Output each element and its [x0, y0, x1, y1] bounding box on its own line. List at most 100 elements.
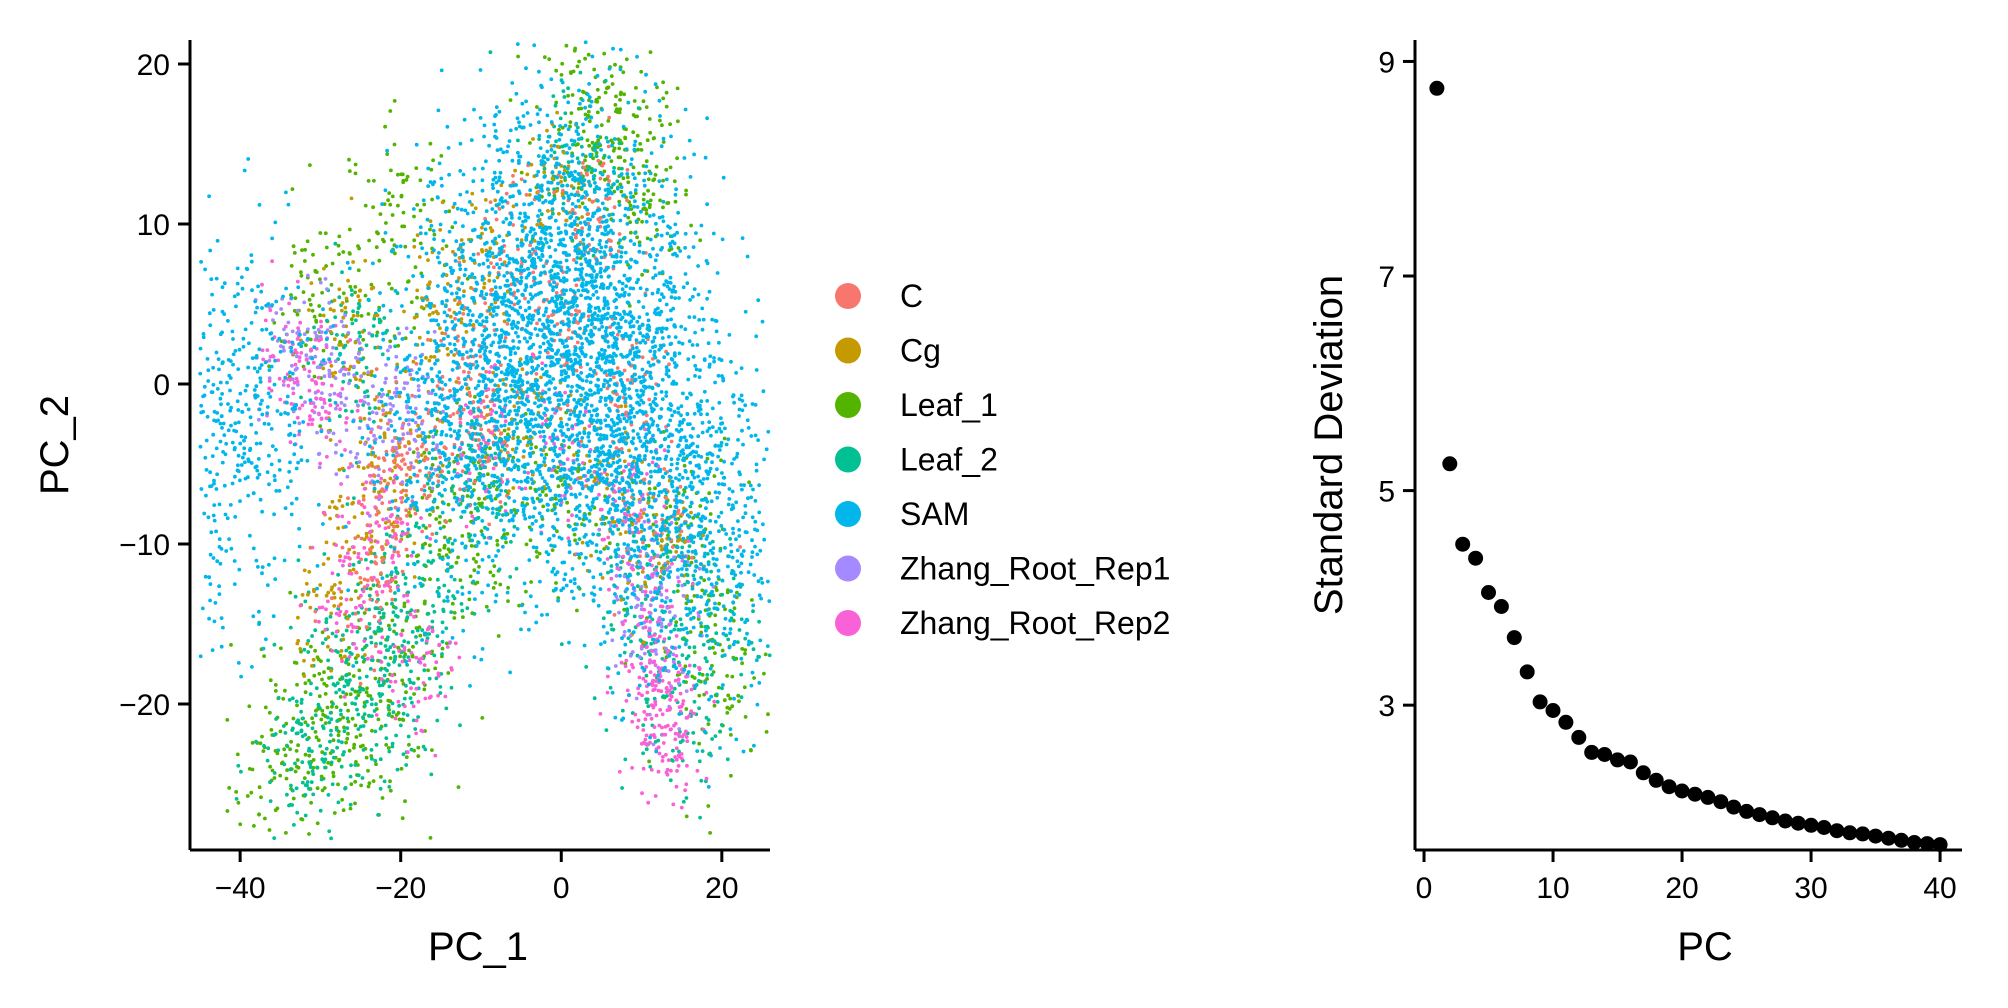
- pca-point: [306, 650, 311, 654]
- pca-point: [347, 547, 352, 552]
- pca-point: [354, 605, 358, 610]
- pca-point: [337, 758, 341, 763]
- pca-point: [333, 359, 338, 364]
- pca-point: [324, 345, 329, 350]
- pca-point: [347, 227, 352, 232]
- pca-point: [667, 549, 672, 554]
- pca-point: [389, 506, 393, 511]
- pca-point: [468, 447, 472, 451]
- pca-point: [486, 428, 491, 433]
- pca-point: [420, 342, 425, 347]
- pca-point: [552, 150, 557, 155]
- pca-point: [511, 173, 515, 178]
- pca-point: [322, 510, 327, 515]
- pca-point: [372, 709, 377, 713]
- pca-point: [624, 699, 629, 703]
- pca-point: [351, 313, 356, 318]
- pca-point: [310, 769, 315, 774]
- pca-point: [409, 503, 413, 508]
- pca-point: [258, 741, 263, 746]
- pca-point: [626, 561, 630, 566]
- pca-point: [355, 630, 360, 634]
- pca-point: [386, 746, 391, 750]
- pca-point: [562, 165, 567, 169]
- pca-point: [668, 778, 673, 783]
- pca-point: [636, 623, 640, 627]
- pca-point: [317, 411, 321, 416]
- pca-point: [351, 260, 355, 264]
- pca-point: [302, 568, 307, 573]
- pca-point: [492, 279, 497, 283]
- pca-point: [354, 384, 359, 388]
- pca-point: [588, 459, 592, 463]
- pca-point: [325, 318, 329, 323]
- pca-point: [645, 700, 649, 705]
- pca-point: [373, 554, 378, 559]
- pca-point: [299, 817, 304, 821]
- pca-point: [582, 165, 587, 170]
- pca-point: [676, 681, 681, 685]
- pca-point: [660, 755, 665, 759]
- pca-point: [288, 747, 292, 752]
- pca-point: [612, 166, 616, 170]
- pca-point: [426, 611, 431, 616]
- pca-point: [378, 650, 383, 655]
- pca-point: [577, 555, 582, 560]
- pca-point: [623, 664, 628, 669]
- pca-point: [287, 803, 291, 808]
- pca-point: [713, 651, 717, 655]
- pca-point: [555, 470, 559, 474]
- pca-point: [360, 482, 365, 487]
- pca-point: [378, 435, 382, 440]
- pca-point: [349, 317, 354, 322]
- pca-point: [621, 176, 626, 181]
- pca-point: [682, 679, 686, 684]
- pca-point: [615, 179, 620, 184]
- pca-point: [276, 748, 281, 753]
- pca-point: [676, 764, 681, 768]
- pca-point: [615, 542, 620, 547]
- pca-point: [699, 624, 704, 629]
- pca-point: [340, 387, 345, 391]
- pca-point: [646, 800, 651, 805]
- pca-point: [389, 407, 393, 412]
- pca-point: [353, 689, 358, 694]
- pca-point: [341, 250, 346, 254]
- pca-point: [318, 744, 323, 748]
- pca-point: [329, 364, 334, 368]
- pca-point: [313, 405, 317, 409]
- pca-point: [245, 794, 250, 798]
- pca-point: [279, 646, 283, 651]
- pca-point: [609, 623, 614, 627]
- pca-point: [544, 418, 548, 423]
- pca-point: [651, 178, 656, 183]
- pca-point: [349, 782, 354, 787]
- pca-point: [410, 495, 415, 499]
- pca-point: [452, 577, 457, 582]
- pca-point: [409, 461, 413, 465]
- pca-point: [416, 699, 421, 704]
- pca-point: [710, 673, 714, 677]
- pca-point: [385, 679, 389, 683]
- pca-point: [371, 384, 375, 389]
- pca-point: [461, 312, 466, 316]
- pca-point: [408, 612, 413, 617]
- pca-point: [530, 352, 535, 357]
- pca-point: [590, 140, 595, 145]
- pca-point: [420, 545, 425, 550]
- pca-point: [288, 625, 293, 630]
- pca-point: [645, 743, 650, 747]
- pca-point: [372, 433, 376, 438]
- pca-point: [644, 159, 649, 164]
- pca-point: [306, 422, 311, 427]
- pca-point: [617, 199, 622, 204]
- pca-point: [400, 532, 405, 536]
- pca-point: [371, 261, 375, 266]
- pca-point: [412, 244, 417, 249]
- pca-point: [431, 434, 436, 439]
- pca-point: [554, 581, 558, 585]
- pca-point: [411, 550, 415, 555]
- pca-point: [405, 174, 410, 179]
- pca-point: [386, 583, 390, 588]
- pca-point: [432, 180, 437, 184]
